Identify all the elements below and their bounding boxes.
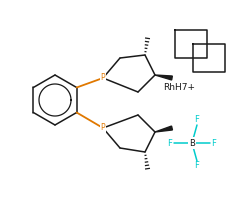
Text: P: P: [101, 73, 105, 82]
Text: F: F: [195, 162, 199, 170]
Text: RhH7+: RhH7+: [163, 84, 195, 92]
Polygon shape: [155, 75, 172, 80]
Text: F: F: [195, 116, 199, 124]
Text: F: F: [212, 138, 216, 148]
Text: B: B: [189, 138, 195, 148]
Polygon shape: [155, 126, 173, 132]
Text: P: P: [101, 123, 105, 132]
Text: F: F: [168, 138, 172, 148]
